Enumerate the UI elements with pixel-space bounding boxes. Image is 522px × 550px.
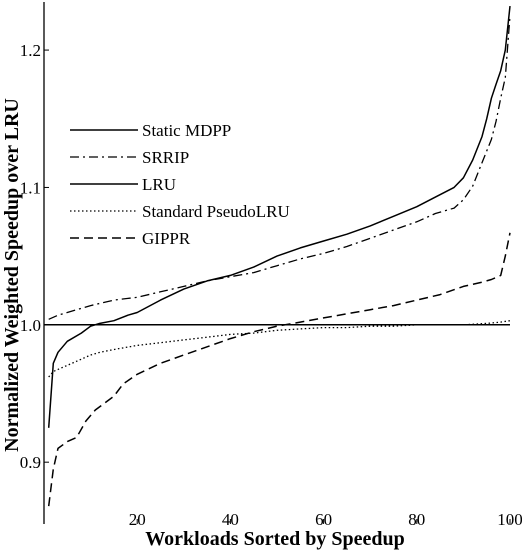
legend-label-lru: LRU bbox=[142, 175, 176, 194]
legend-label-standard-pseudolru: Standard PseudoLRU bbox=[142, 202, 290, 221]
y-tick-label: 1.0 bbox=[20, 316, 41, 335]
series-line-gippr bbox=[47, 232, 511, 507]
legend: Static MDPP SRRIP LRU Standard PseudoLRU GIP… bbox=[70, 121, 290, 248]
y-tick-label: 1.2 bbox=[20, 41, 41, 60]
series-layer bbox=[44, 6, 511, 507]
x-tick-label: 40 bbox=[222, 510, 239, 529]
series-line-srrip bbox=[48, 15, 511, 320]
legend-label-static-mdpp: Static MDPP bbox=[142, 121, 231, 140]
x-tick-label: 60 bbox=[315, 510, 332, 529]
y-axis-title: Normalized Weighted Speedup over LRU bbox=[1, 98, 23, 452]
legend-label-srrip: SRRIP bbox=[142, 148, 189, 167]
y-tick-label: 1.1 bbox=[20, 178, 41, 197]
tick-layer: 0.9 1.0 1.1 1.2 20 40 60 80 100 bbox=[20, 41, 522, 529]
x-tick-label: 20 bbox=[129, 510, 146, 529]
y-tick-label: 0.9 bbox=[20, 453, 41, 472]
x-tick-label: 100 bbox=[497, 510, 522, 529]
x-tick-label: 80 bbox=[408, 510, 425, 529]
series-line-standard-pseudolru bbox=[48, 320, 511, 378]
legend-label-gippr: GIPPR bbox=[142, 229, 191, 248]
x-axis-title: Workloads Sorted by Speedup bbox=[145, 528, 405, 550]
